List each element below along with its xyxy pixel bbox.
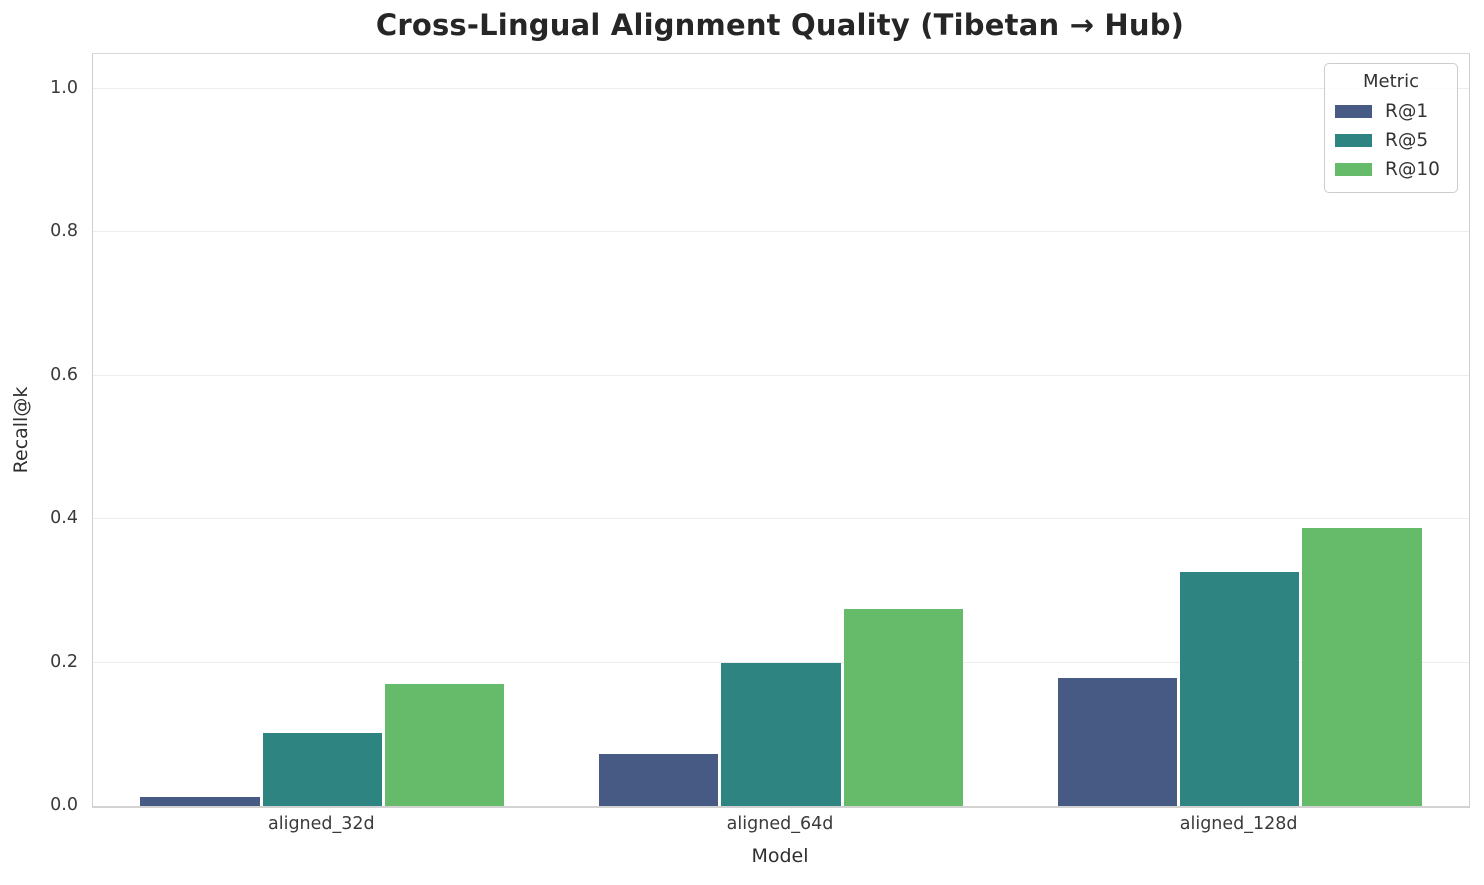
legend-entry-R@1: R@1	[1325, 97, 1457, 126]
y-tick-0.4: 0.4	[50, 508, 78, 529]
y-tick-0.2: 0.2	[50, 651, 78, 672]
gridline-y-0.8	[93, 231, 1469, 233]
legend-label: R@5	[1385, 130, 1429, 151]
gridline-y-0.4	[93, 518, 1469, 520]
x-tick-aligned_128d: aligned_128d	[1179, 814, 1298, 834]
y-tick-0.6: 0.6	[50, 364, 78, 385]
gridline-y-0.2	[93, 661, 1469, 663]
x-tick-aligned_32d: aligned_32d	[268, 814, 375, 834]
y-axis-label: Recall@k	[10, 386, 32, 474]
legend-entries: R@1 R@5 R@10	[1325, 97, 1457, 184]
bar-aligned_64d-R@1	[599, 754, 719, 806]
gridline-y-1.0	[93, 88, 1469, 89]
x-tick-aligned_64d: aligned_64d	[726, 814, 834, 834]
legend-swatch-icon	[1335, 163, 1372, 176]
legend-swatch-icon	[1335, 105, 1372, 118]
bar-aligned_128d-R@5	[1180, 572, 1300, 806]
y-tick-0.8: 0.8	[50, 221, 78, 242]
gridline-y-0.6	[93, 374, 1469, 376]
legend-label: R@10	[1385, 159, 1440, 180]
legend-label: R@1	[1385, 101, 1429, 122]
bar-aligned_64d-R@5	[721, 663, 841, 806]
bar-aligned_32d-R@1	[140, 797, 260, 806]
bar-aligned_128d-R@10	[1302, 528, 1422, 806]
bar-aligned_128d-R@1	[1057, 678, 1177, 806]
legend-title: Metric	[1363, 71, 1419, 92]
legend-entry-R@10: R@10	[1325, 155, 1457, 184]
y-tick-0.0: 0.0	[50, 795, 78, 815]
chart-title: Cross-Lingual Alignment Quality (Tibetan…	[375, 8, 1185, 42]
y-tick-1.0: 1.0	[50, 78, 78, 98]
legend-entry-R@5: R@5	[1325, 126, 1457, 155]
legend-swatch-icon	[1335, 134, 1372, 147]
x-axis-label: Model	[751, 845, 809, 867]
legend: Metric R@1 R@5 R@10	[1324, 63, 1458, 193]
bar-aligned_32d-R@10	[384, 684, 505, 806]
bar-aligned_32d-R@5	[262, 733, 382, 806]
plot-area: Metric R@1 R@5 R@10	[92, 53, 1470, 808]
bar-aligned_64d-R@10	[843, 609, 963, 806]
